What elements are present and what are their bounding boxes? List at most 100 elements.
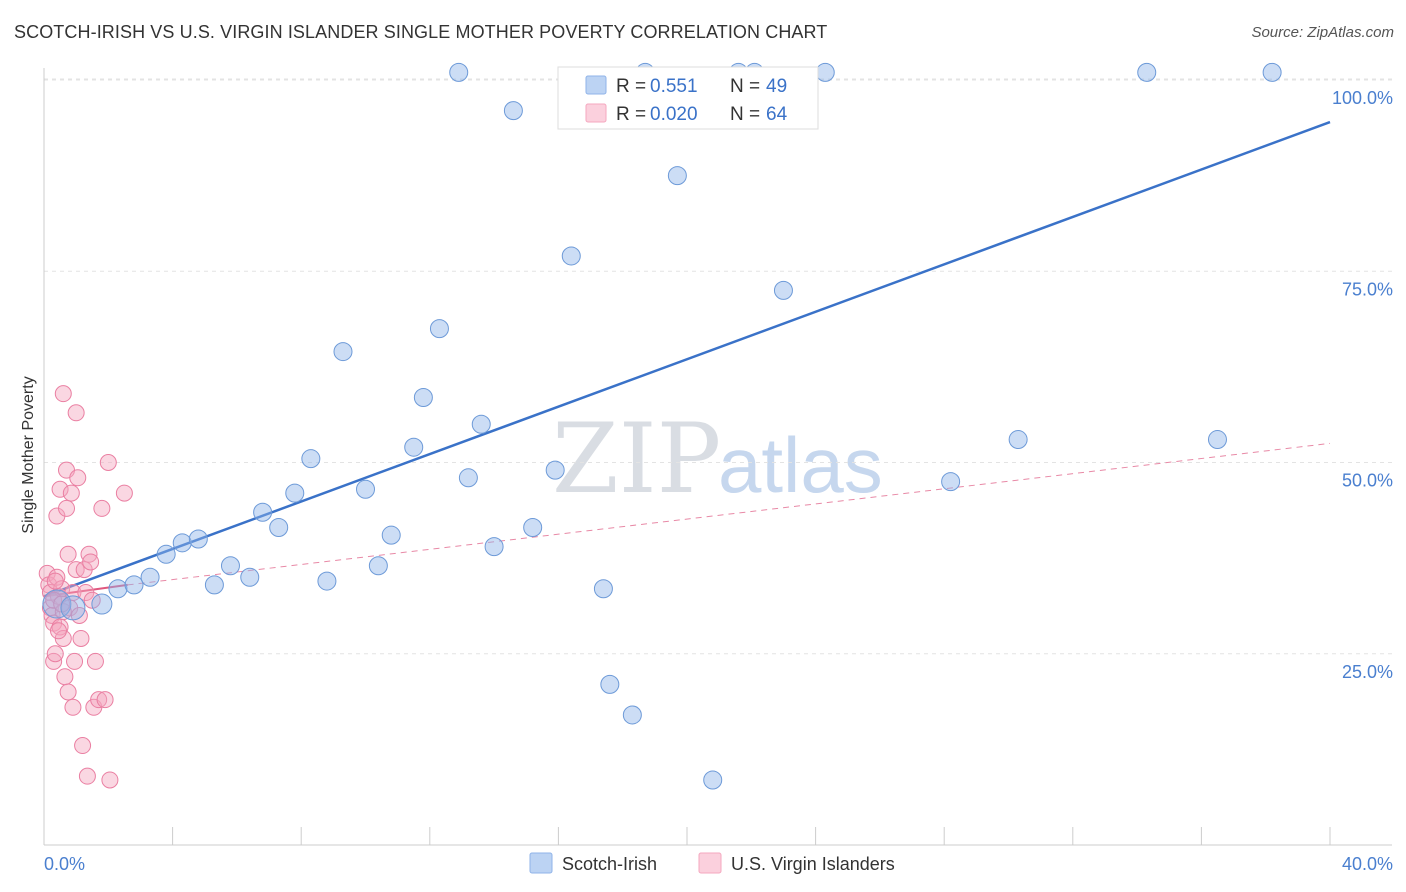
point-series-1-23: [64, 698, 82, 716]
point-series-0-41: [815, 62, 835, 82]
point-series-0-18: [356, 479, 375, 499]
point-series-0-30: [545, 460, 565, 480]
point-series-1-36: [82, 553, 100, 571]
point-series-0-27: [484, 537, 504, 557]
point-series-0-42: [941, 472, 961, 492]
data-points: [38, 62, 1282, 790]
point-series-1-18: [58, 499, 76, 517]
point-series-1-26: [67, 404, 85, 422]
point-series-0-17: [333, 342, 353, 362]
point-series-0-23: [429, 319, 449, 339]
legend-n-value-scotch-irish: 49: [766, 76, 787, 97]
point-series-0-5: [140, 567, 160, 587]
point-series-1-16: [56, 668, 74, 686]
point-series-0-8: [188, 529, 208, 549]
legend-swatch-virgin-islanders: [585, 103, 607, 123]
point-series-1-43: [99, 454, 117, 471]
y-tick-label-75: 75.0%: [1342, 279, 1393, 299]
point-series-1-40: [90, 691, 108, 709]
x-tick-label-min: 0.0%: [44, 854, 85, 874]
point-series-1-30: [72, 629, 90, 647]
point-series-1-31: [74, 737, 92, 755]
point-series-1-7: [46, 645, 64, 663]
legend-n-label-scotch-irish: N =: [730, 76, 760, 97]
point-series-1-19: [59, 545, 77, 563]
point-series-0-12: [253, 502, 273, 522]
y-axis-label: Single Mother Poverty: [20, 376, 37, 533]
legend-r-value-virgin-islanders: 0.020: [650, 104, 698, 125]
point-series-0-43: [1008, 430, 1028, 450]
y-tick-label-25: 25.0%: [1342, 662, 1393, 682]
watermark: ZIP atlas: [552, 403, 883, 515]
point-series-0-25: [458, 468, 478, 488]
point-series-0-21: [404, 437, 424, 457]
point-series-0-37: [703, 770, 723, 790]
gridlines: [44, 78, 1392, 655]
point-series-0-31: [561, 246, 581, 266]
point-series-0-24: [449, 62, 469, 82]
y-tick-label-50: 50.0%: [1342, 471, 1393, 491]
point-series-0-16: [317, 571, 337, 591]
point-series-0-4: [124, 575, 144, 595]
trend-line-series-1: [127, 442, 1331, 586]
point-series-0-15: [301, 449, 321, 469]
series-legend: Scotch-Irish U.S. Virgin Islanders: [529, 852, 895, 874]
point-series-0-20: [381, 525, 401, 545]
point-series-0-45: [1207, 430, 1227, 450]
y-tick-label-100: 100.0%: [1332, 88, 1393, 108]
point-series-0-34: [622, 705, 642, 725]
point-series-1-28: [69, 469, 87, 487]
watermark-zip: ZIP: [552, 403, 721, 515]
trend-line-series-0: [43, 120, 1331, 598]
point-series-0-7: [172, 533, 192, 553]
stats-legend: R = 0.551 N = 49 R = 0.020 N = 64: [557, 66, 819, 130]
y-tick-labels: 100.0% 75.0% 50.0% 25.0%: [1332, 88, 1393, 682]
point-series-0-6: [156, 544, 176, 564]
point-series-0-32: [593, 579, 613, 599]
chart-title: SCOTCH-IRISH VS U.S. VIRGIN ISLANDER SIN…: [14, 22, 828, 42]
point-series-1-42: [96, 691, 114, 709]
point-series-0-10: [220, 556, 240, 576]
point-series-1-50: [46, 572, 64, 590]
point-series-1-20: [59, 683, 77, 701]
point-series-0-9: [204, 575, 224, 595]
point-series-1-25: [66, 652, 84, 670]
point-series-0-3: [108, 579, 128, 599]
point-series-0-19: [368, 556, 388, 576]
point-series-1-46: [45, 591, 63, 609]
point-series-1-22: [62, 484, 80, 502]
legend-n-label-virgin-islanders: N =: [730, 104, 760, 125]
point-series-0-40: [773, 280, 793, 300]
bottom-legend-label-virgin-islanders: U.S. Virgin Islanders: [731, 854, 895, 874]
point-series-0-29: [523, 518, 543, 538]
point-series-0-14: [285, 483, 305, 503]
trend-lines: [43, 120, 1331, 598]
watermark-atlas: atlas: [718, 421, 883, 509]
legend-n-value-virgin-islanders: 64: [766, 104, 788, 125]
x-tick-label-max: 40.0%: [1342, 854, 1393, 874]
point-series-0-26: [471, 414, 491, 434]
point-series-0-36: [667, 166, 687, 186]
point-series-1-14: [54, 385, 72, 403]
point-series-0-44: [1137, 62, 1157, 82]
point-series-1-39: [86, 652, 104, 670]
legend-r-label-scotch-irish: R =: [616, 76, 646, 97]
point-series-0-0: [42, 589, 72, 619]
bottom-legend-swatch-scotch-irish: [529, 852, 553, 874]
legend-swatch-scotch-irish: [585, 75, 607, 95]
point-series-0-11: [240, 567, 260, 587]
point-series-1-12: [51, 480, 69, 498]
point-series-0-1: [60, 595, 86, 621]
point-series-0-13: [269, 518, 289, 538]
legend-r-value-scotch-irish: 0.551: [650, 76, 698, 97]
point-series-1-34: [78, 767, 96, 785]
point-series-0-22: [413, 387, 433, 407]
axes: [43, 68, 1392, 846]
point-series-0-46: [1262, 62, 1282, 82]
point-series-0-2: [91, 593, 113, 615]
chart-source: Source: ZipAtlas.com: [1251, 24, 1394, 41]
point-series-0-33: [600, 674, 620, 694]
point-series-1-48: [49, 622, 67, 640]
point-series-1-41: [93, 499, 111, 517]
